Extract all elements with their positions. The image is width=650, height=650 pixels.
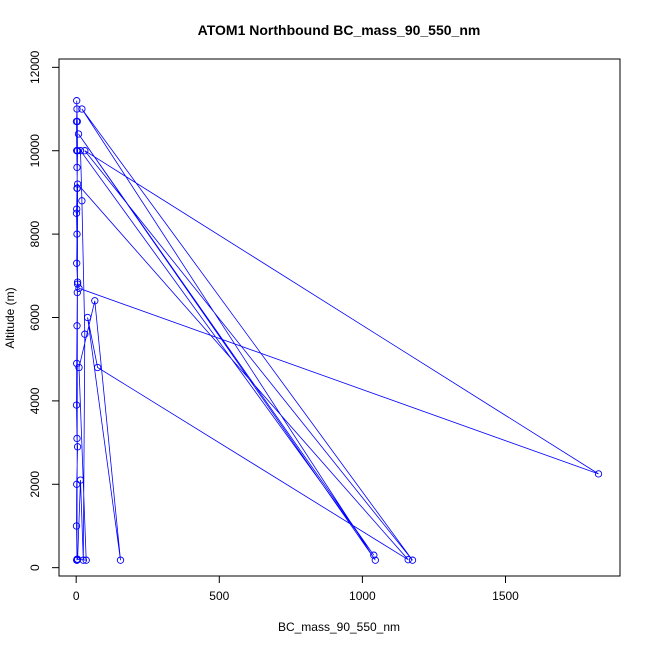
data-point bbox=[73, 205, 81, 213]
data-point bbox=[83, 313, 92, 322]
data-point bbox=[73, 434, 81, 443]
data-point bbox=[370, 551, 378, 559]
data-point bbox=[76, 147, 85, 155]
data-point bbox=[78, 197, 86, 205]
x-tick-label: 1000 bbox=[349, 589, 376, 603]
x-tick-label: 0 bbox=[73, 589, 80, 603]
data-point bbox=[73, 147, 82, 155]
data-point bbox=[73, 184, 81, 192]
data-point bbox=[74, 130, 83, 138]
data-point bbox=[73, 556, 81, 564]
y-tick-label: 10000 bbox=[28, 134, 42, 168]
data-point bbox=[408, 556, 417, 564]
data-point bbox=[73, 288, 81, 297]
data-point bbox=[73, 555, 82, 563]
data-point bbox=[73, 359, 81, 368]
data-point bbox=[72, 401, 81, 409]
data-point bbox=[76, 476, 85, 484]
x-axis: 0 500 1000 1500 bbox=[73, 575, 519, 603]
series-layer bbox=[72, 97, 603, 564]
data-point bbox=[73, 180, 82, 188]
data-point bbox=[75, 284, 83, 292]
data-point bbox=[72, 209, 81, 217]
data-point bbox=[73, 163, 81, 172]
data-point bbox=[73, 259, 81, 267]
y-tick-label: 0 bbox=[28, 564, 42, 571]
y-axis-label: Altitude (m) bbox=[3, 287, 17, 348]
data-point bbox=[93, 363, 102, 372]
y-tick-label: 4000 bbox=[28, 387, 42, 414]
data-point bbox=[82, 556, 90, 564]
data-point bbox=[73, 280, 82, 288]
data-point bbox=[404, 556, 412, 564]
data-point bbox=[73, 97, 81, 105]
x-axis-label: BC_mass_90_550_nm bbox=[278, 620, 400, 634]
data-point bbox=[73, 230, 81, 238]
series-line bbox=[76, 100, 599, 561]
chart-title: ATOM1 Northbound BC_mass_90_550_nm bbox=[198, 22, 481, 38]
y-tick-label: 2000 bbox=[28, 471, 42, 498]
x-tick-label: 500 bbox=[209, 589, 229, 603]
data-point bbox=[75, 363, 83, 372]
data-point bbox=[371, 556, 379, 564]
data-point bbox=[116, 556, 125, 564]
data-point bbox=[78, 105, 86, 113]
data-point bbox=[81, 147, 89, 155]
data-point bbox=[73, 322, 81, 330]
data-point bbox=[73, 117, 81, 126]
data-point bbox=[73, 480, 81, 488]
y-tick-label: 12000 bbox=[28, 50, 42, 84]
data-point bbox=[81, 330, 89, 338]
data-point bbox=[72, 522, 81, 530]
y-tick-label: 6000 bbox=[28, 304, 42, 331]
data-point bbox=[73, 443, 82, 451]
data-point bbox=[91, 297, 99, 305]
plot-frame bbox=[58, 58, 621, 577]
x-tick-label: 1500 bbox=[492, 589, 519, 603]
data-point bbox=[73, 105, 81, 113]
data-point bbox=[594, 470, 603, 478]
y-tick-label: 8000 bbox=[28, 220, 42, 247]
y-axis: 0 2000 4000 6000 8000 10000 12000 bbox=[28, 50, 60, 571]
